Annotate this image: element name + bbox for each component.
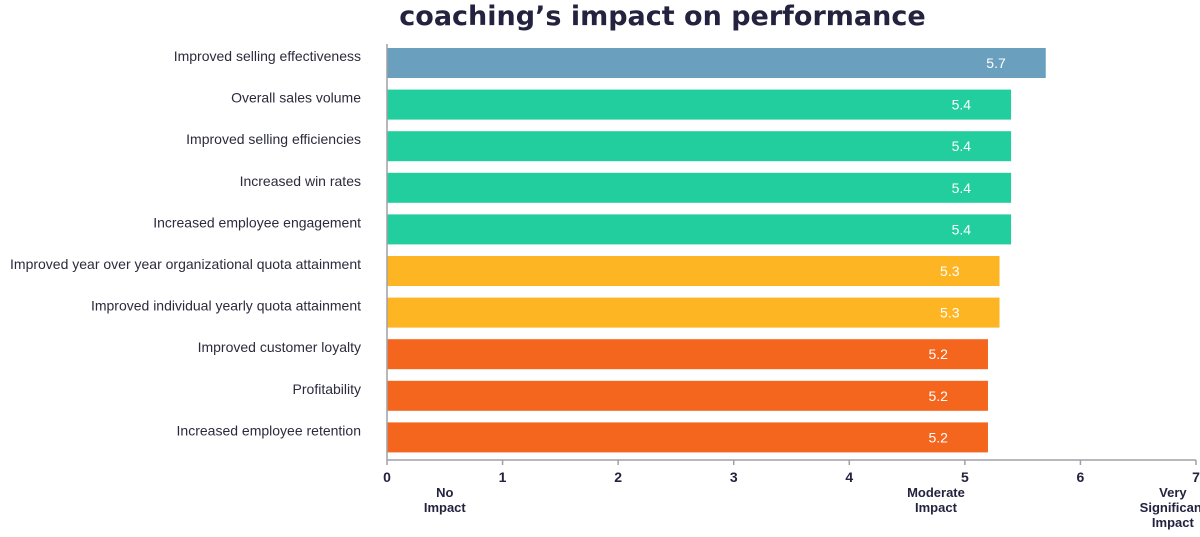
x-tick-label-4: 4 bbox=[845, 469, 853, 485]
bar-8 bbox=[387, 380, 988, 411]
bar-value-label-8: 5.2 bbox=[929, 388, 949, 404]
bar-value-label-2: 5.4 bbox=[952, 138, 972, 154]
axis-annotation-2-line-2: Impact bbox=[1152, 515, 1195, 530]
bar-value-label-1: 5.4 bbox=[952, 97, 972, 113]
x-tick-label-3: 3 bbox=[730, 469, 738, 485]
category-label-6: Improved individual yearly quota attainm… bbox=[91, 298, 361, 314]
bar-value-label-3: 5.4 bbox=[952, 180, 972, 196]
x-tick-label-0: 0 bbox=[383, 469, 391, 485]
axis-annotation-2-line-1: Significant bbox=[1140, 500, 1200, 515]
category-label-4: Increased employee engagement bbox=[153, 214, 361, 230]
axis-annotation-1-line-1: Impact bbox=[915, 500, 958, 515]
bar-5 bbox=[387, 256, 1000, 286]
category-label-3: Increased win rates bbox=[240, 173, 361, 189]
bar-value-label-7: 5.2 bbox=[929, 346, 949, 362]
bar-9 bbox=[387, 422, 988, 453]
category-label-8: Profitability bbox=[293, 381, 361, 397]
bar-4 bbox=[387, 214, 1012, 245]
x-tick-label-2: 2 bbox=[614, 469, 622, 485]
category-label-7: Improved customer loyalty bbox=[198, 339, 361, 355]
category-label-1: Overall sales volume bbox=[231, 90, 361, 106]
bar-value-label-5: 5.3 bbox=[940, 263, 960, 279]
axis-annotation-0-line-0: No bbox=[436, 485, 453, 500]
x-axis: 0 1 2 3 4 5 6 7NoImpactModerateImpactVerySignif… bbox=[383, 44, 1200, 530]
category-labels-group: Improved selling effectiveness Overall sa… bbox=[10, 48, 361, 438]
axis-annotation-1-line-0: Moderate bbox=[907, 485, 965, 500]
category-label-5: Improved year over year organizational q… bbox=[10, 256, 361, 272]
axis-annotation-2-line-0: Very bbox=[1159, 485, 1187, 500]
x-tick-label-1: 1 bbox=[499, 469, 507, 485]
category-label-9: Increased employee retention bbox=[177, 422, 361, 438]
category-label-0: Improved selling effectiveness bbox=[174, 48, 361, 64]
bar-value-label-0: 5.7 bbox=[986, 55, 1006, 71]
x-tick-label-6: 6 bbox=[1077, 469, 1085, 485]
bar-1 bbox=[387, 89, 1012, 120]
category-label-2: Improved selling efficiencies bbox=[186, 131, 361, 147]
bar-7 bbox=[387, 339, 988, 370]
bar-3 bbox=[387, 172, 1012, 203]
bar-0 bbox=[387, 48, 1046, 78]
bar-value-label-4: 5.4 bbox=[952, 221, 972, 237]
bar-6 bbox=[387, 297, 1000, 328]
x-tick-label-5: 5 bbox=[961, 469, 969, 485]
x-tick-label-7: 7 bbox=[1192, 469, 1200, 485]
bars-group: 5.7 5.4 5.4 5.4 5.4 5.3 5.3 5.2 5.2 5.2 bbox=[387, 48, 1046, 453]
axis-annotation-0-line-1: Impact bbox=[424, 500, 467, 515]
bar-value-label-6: 5.3 bbox=[940, 305, 960, 321]
bar-2 bbox=[387, 131, 1012, 162]
bar-value-label-9: 5.2 bbox=[929, 429, 949, 445]
chart-title: coaching’s impact on performance bbox=[399, 1, 926, 32]
